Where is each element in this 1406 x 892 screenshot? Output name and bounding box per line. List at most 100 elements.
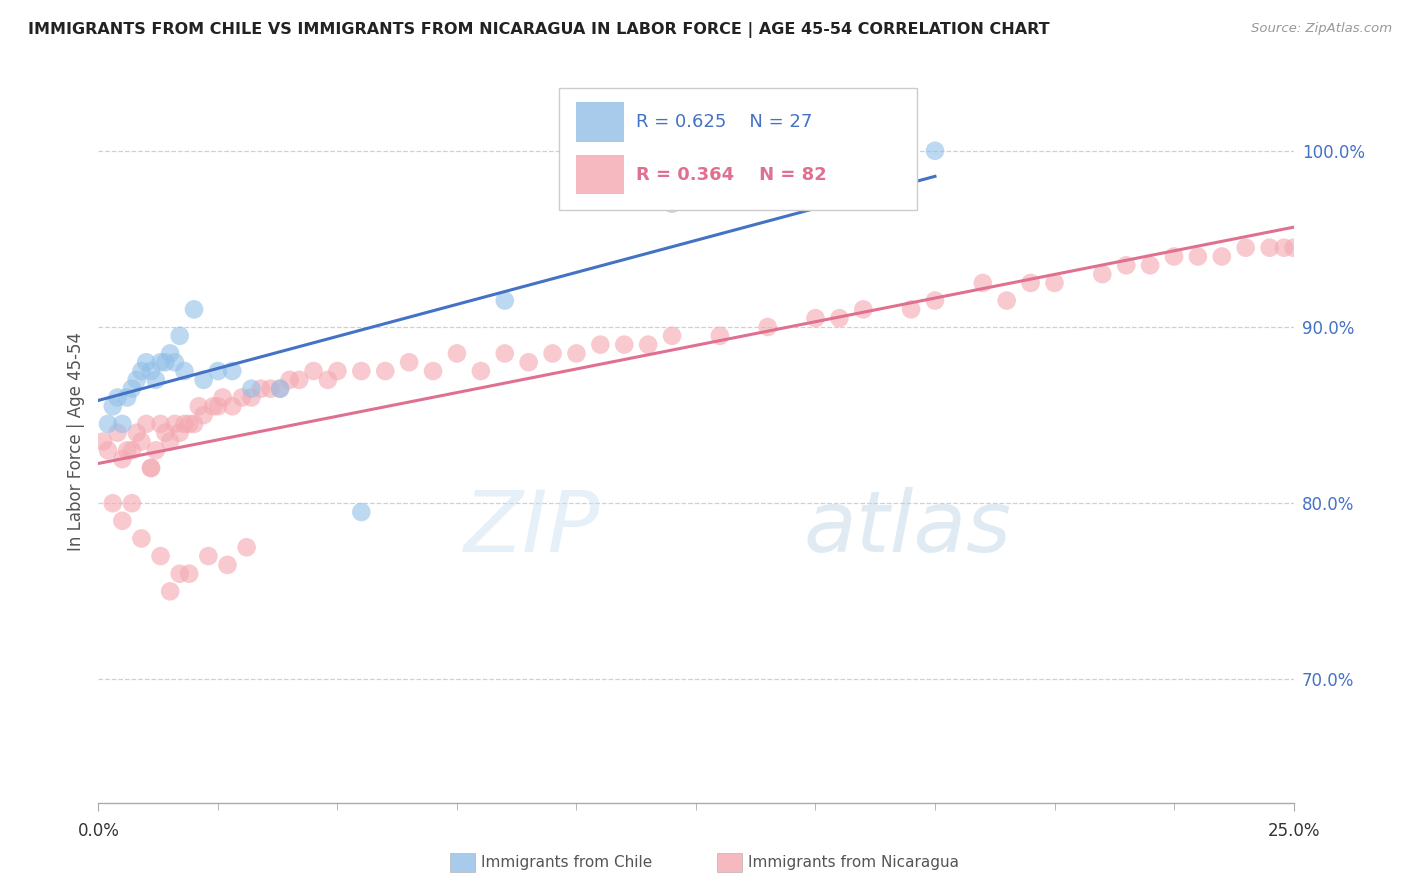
Point xyxy=(179,566,201,581)
Point xyxy=(121,496,143,510)
Point xyxy=(494,293,516,308)
Point xyxy=(101,496,124,510)
Point xyxy=(155,355,177,369)
Bar xyxy=(576,154,624,194)
Point xyxy=(1115,258,1137,272)
Text: R = 0.364    N = 82: R = 0.364 N = 82 xyxy=(637,166,827,184)
Text: atlas: atlas xyxy=(804,487,1011,570)
Point xyxy=(131,364,153,378)
Point xyxy=(1043,276,1066,290)
Point xyxy=(111,514,134,528)
Point xyxy=(173,364,195,378)
Point xyxy=(217,558,239,572)
Point xyxy=(900,302,922,317)
Point xyxy=(131,434,153,449)
Point xyxy=(159,584,181,599)
Text: Immigrants from Chile: Immigrants from Chile xyxy=(481,855,652,870)
FancyBboxPatch shape xyxy=(558,87,917,211)
Point xyxy=(183,417,205,431)
Point xyxy=(97,417,120,431)
Point xyxy=(1211,250,1233,264)
Point xyxy=(302,364,325,378)
Point xyxy=(125,373,148,387)
Point xyxy=(163,417,186,431)
Point xyxy=(149,417,172,431)
Point xyxy=(149,355,172,369)
Point xyxy=(240,391,263,405)
Point xyxy=(183,302,205,317)
Point xyxy=(111,417,134,431)
Point xyxy=(517,355,540,369)
Point xyxy=(187,399,209,413)
Point xyxy=(193,373,215,387)
Text: R = 0.625    N = 27: R = 0.625 N = 27 xyxy=(637,113,813,131)
Point xyxy=(446,346,468,360)
Point xyxy=(924,293,946,308)
Point xyxy=(1139,258,1161,272)
Point xyxy=(1163,250,1185,264)
Point xyxy=(145,373,167,387)
Point xyxy=(169,328,191,343)
Point xyxy=(149,549,172,563)
Point xyxy=(1187,250,1209,264)
Point xyxy=(131,532,153,546)
Point xyxy=(995,293,1018,308)
Point xyxy=(197,549,219,563)
Point xyxy=(91,434,114,449)
Text: ZIP: ZIP xyxy=(464,487,600,570)
Point xyxy=(139,461,162,475)
Point xyxy=(155,425,177,440)
Point xyxy=(565,346,588,360)
Point xyxy=(350,364,373,378)
Point xyxy=(972,276,994,290)
Point xyxy=(169,425,191,440)
Point xyxy=(107,391,129,405)
Point xyxy=(1272,241,1295,255)
Point xyxy=(240,382,263,396)
Point xyxy=(179,417,201,431)
Point xyxy=(231,391,253,405)
Point xyxy=(756,320,779,334)
Point xyxy=(541,346,564,360)
Y-axis label: In Labor Force | Age 45-54: In Labor Force | Age 45-54 xyxy=(66,332,84,551)
Point xyxy=(101,399,124,413)
Point xyxy=(1258,241,1281,255)
Point xyxy=(288,373,311,387)
Point xyxy=(852,302,875,317)
Point xyxy=(202,399,225,413)
Text: Source: ZipAtlas.com: Source: ZipAtlas.com xyxy=(1251,22,1392,36)
Point xyxy=(139,461,162,475)
Point xyxy=(494,346,516,360)
Point xyxy=(470,364,492,378)
Point xyxy=(374,364,396,378)
Point xyxy=(125,425,148,440)
Point xyxy=(924,144,946,158)
Point xyxy=(135,417,157,431)
Point xyxy=(207,399,229,413)
Point xyxy=(398,355,420,369)
Point xyxy=(221,364,243,378)
Point xyxy=(589,337,612,351)
Point xyxy=(173,417,195,431)
Point xyxy=(221,399,243,413)
Text: IMMIGRANTS FROM CHILE VS IMMIGRANTS FROM NICARAGUA IN LABOR FORCE | AGE 45-54 CO: IMMIGRANTS FROM CHILE VS IMMIGRANTS FROM… xyxy=(28,22,1050,38)
Point xyxy=(661,328,683,343)
Point xyxy=(1234,241,1257,255)
Point xyxy=(211,391,233,405)
Point xyxy=(235,541,257,555)
Point xyxy=(828,311,851,326)
Point xyxy=(111,452,134,467)
Point xyxy=(145,443,167,458)
Point xyxy=(259,382,281,396)
Point xyxy=(269,382,291,396)
Point xyxy=(269,382,291,396)
Point xyxy=(159,434,181,449)
Point xyxy=(97,443,120,458)
Point xyxy=(107,425,129,440)
Point xyxy=(613,337,636,351)
Point xyxy=(1091,267,1114,281)
Point xyxy=(169,566,191,581)
Point xyxy=(422,364,444,378)
Point xyxy=(1019,276,1042,290)
Point xyxy=(804,311,827,326)
